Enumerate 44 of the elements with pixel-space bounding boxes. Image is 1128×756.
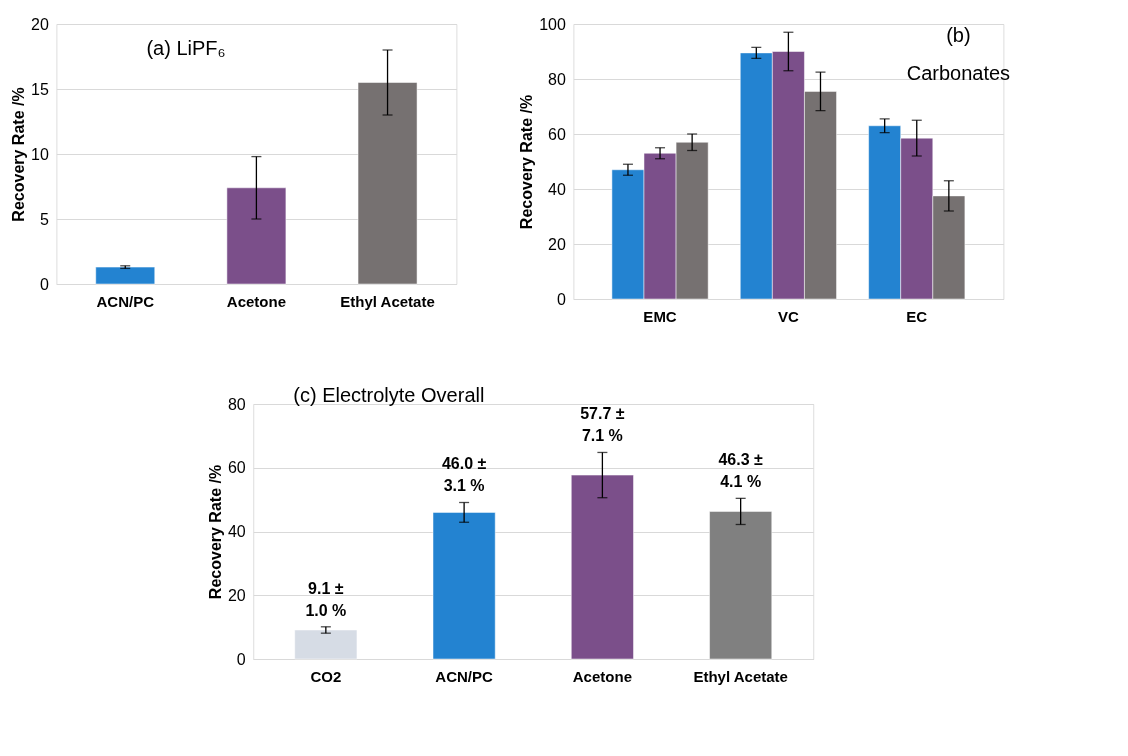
y-tick-label: 0: [236, 650, 246, 668]
bar: [294, 629, 358, 660]
bar: [709, 511, 773, 660]
data-label: 46.0 ± 3.1 %: [441, 455, 487, 495]
x-tick-label: CO2: [310, 667, 342, 685]
y-tick-label: 5: [39, 210, 49, 228]
y-tick-label: 60: [227, 459, 246, 477]
x-tick-label: EMC: [643, 307, 677, 325]
y-tick-label: 15: [31, 80, 49, 98]
y-tick-label: 0: [39, 275, 49, 293]
y-axis-title: Recovery Rate /%: [206, 464, 224, 600]
data-label: 46.3 ± 4.1 %: [718, 451, 764, 491]
bar: [95, 266, 156, 285]
data-label: 57.7 ± 7.1 %: [580, 405, 625, 445]
y-axis-title: Recovery Rate /%: [10, 87, 28, 222]
x-tick-label: EC: [906, 307, 928, 325]
y-tick-label: 40: [548, 180, 566, 198]
data-label: 9.1 ± 1.0 %: [305, 579, 347, 619]
x-tick-label: ACN/PC: [435, 667, 494, 685]
y-tick-label: 20: [31, 15, 49, 33]
x-tick-label: Ethyl Acetate: [693, 667, 788, 685]
x-tick-label: Acetone: [226, 292, 286, 310]
y-tick-label: 20: [227, 586, 246, 604]
bar: [357, 82, 418, 285]
x-tick-label: ACN/PC: [96, 292, 155, 310]
annotation: (a) LiPF₆: [146, 37, 226, 59]
bar: [226, 187, 287, 285]
y-axis-title: Recovery Rate /%: [518, 94, 536, 230]
y-tick-label: 10: [31, 145, 49, 163]
y-tick-label: 0: [556, 290, 566, 308]
x-tick-label: VC: [777, 307, 799, 325]
y-tick-label: 40: [227, 523, 246, 540]
y-tick-label: 80: [548, 70, 566, 88]
bar: [571, 474, 634, 660]
x-tick-label: Acetone: [572, 667, 632, 685]
y-tick-label: 100: [539, 15, 566, 33]
bar: [432, 512, 496, 660]
annotation: (c) Electrolyte Overall: [293, 384, 485, 406]
x-tick-label: Ethyl Acetate: [340, 292, 435, 310]
y-tick-label: 60: [548, 125, 566, 143]
annotation: Carbonates: [906, 62, 1011, 84]
y-tick-label: 20: [548, 235, 566, 253]
y-tick-label: 80: [227, 395, 246, 413]
annotation: (b): [946, 24, 971, 46]
